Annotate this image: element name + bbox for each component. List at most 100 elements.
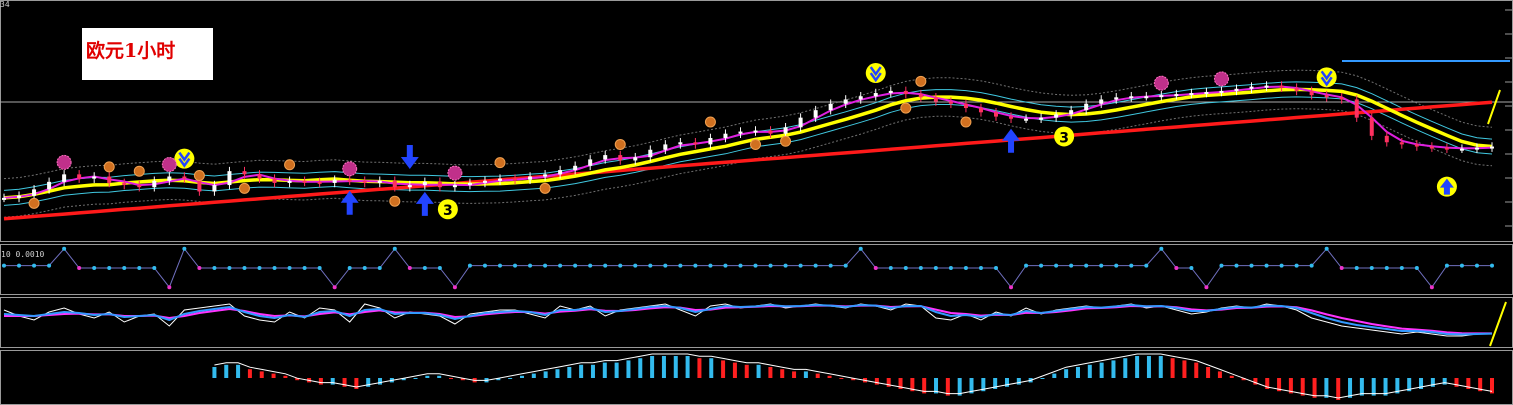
candle-body [1054,114,1059,118]
yellow-circle-down-arrow [178,151,191,168]
histogram-bar [1490,378,1494,394]
candle-body [1294,87,1299,91]
orange-coin-icon [494,157,506,169]
histogram-bar [602,362,607,378]
step-dot [1009,285,1014,290]
step-dot [1324,246,1329,251]
histogram-bar [661,356,666,378]
step-dot [1490,263,1494,268]
histogram-bar [614,362,619,378]
flower-signal-icon [447,165,463,181]
histogram-bar [1158,356,1163,378]
step-dot [107,266,112,270]
step-dot [843,263,848,268]
step-dot [513,263,518,268]
histogram-bar [1135,356,1140,378]
step-dot [182,246,187,251]
histogram-bar [1004,378,1009,387]
candle-body [1204,91,1209,94]
step-dot [783,263,788,268]
histogram-bar [1348,378,1353,398]
histogram-bar [697,358,702,378]
candle-body [77,174,82,179]
candle-body [212,185,217,192]
step-dot [1099,263,1104,268]
step-dot [994,266,998,270]
orange-coin-icon [780,135,792,147]
step-dot [1129,263,1134,268]
chart-title-box: 欧元1小时 [82,28,213,80]
step-dot [1354,266,1359,270]
histogram-bar [1170,358,1175,378]
histogram-bar [803,371,808,378]
candle-body [62,174,67,182]
step-dot [708,263,713,268]
histogram-bar [1229,375,1234,378]
step-dot [1219,263,1224,268]
histogram-bar [1466,378,1471,389]
buy-arrow-icon [1002,128,1021,153]
candle-body [1309,90,1314,96]
step-dot [963,266,968,270]
histogram-bar [709,358,714,378]
step-dot [1084,263,1089,268]
step-dot [122,266,127,270]
step-dot [1429,285,1434,290]
step-dot [437,266,442,270]
candle-body [392,180,397,188]
step-dot [137,266,142,270]
candle-body [257,174,262,179]
histogram-bar [1454,378,1459,387]
histogram-bar [1312,378,1317,398]
mid-ma-line [3,87,1493,200]
candle-body [888,90,893,94]
histogram-bar [555,369,560,378]
step-dot [242,266,247,270]
histogram-bar [579,364,584,378]
candle-body [1429,146,1434,149]
orange-coin-icon [28,197,40,209]
candle-body [978,108,983,113]
candle-body [783,127,788,134]
step-dot [798,263,803,268]
histogram-bar [1182,360,1187,378]
histogram-bar [744,364,749,378]
candle-body [768,130,773,134]
step-dot [392,246,397,251]
panel-frame-1 [0,244,1513,295]
step-dot [693,263,698,268]
step-dot [332,285,337,290]
step-dot [167,285,172,290]
histogram-bar [295,378,300,381]
step-dot [1174,266,1179,270]
oscillator-edge-stroke [1489,301,1507,347]
candle-body [828,103,833,111]
candle-body [317,181,322,184]
histogram-bar [993,378,998,389]
histogram-bar [1016,378,1021,385]
step-dot [467,263,472,268]
candle-body [558,170,563,175]
candle-body [482,180,487,183]
candle-body [1189,93,1194,96]
candle-body [347,179,352,182]
candle-body [873,93,878,97]
histogram-bar [945,378,950,396]
candle-body [167,176,172,181]
step-dot [648,263,653,268]
histogram-bar [1478,378,1483,392]
step-dot [753,263,758,268]
step-dot [1399,266,1404,270]
step-dot [1039,263,1044,268]
step-dot [287,266,292,270]
histogram-bar [780,369,785,378]
candle-body [1084,103,1089,111]
candle-body [678,142,683,145]
step-dot [768,263,773,268]
step-dot [618,263,623,268]
histogram-bar [1123,358,1128,378]
step-dot [1249,263,1254,268]
candle-body [994,112,998,117]
histogram-bar [212,367,217,378]
